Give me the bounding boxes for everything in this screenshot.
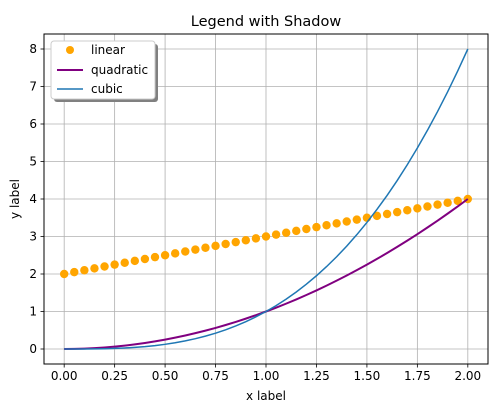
legend-linear-marker	[66, 46, 74, 54]
y-tick-label: 3	[29, 230, 37, 244]
y-tick-label: 6	[29, 117, 37, 131]
legend-box	[50, 40, 156, 100]
linear-point	[413, 204, 422, 213]
x-axis-label: x label	[246, 389, 286, 403]
linear-point	[382, 209, 392, 219]
linear-point	[191, 245, 200, 254]
linear-point	[261, 232, 271, 241]
x-tick-label: 1.25	[303, 369, 330, 383]
linear-point	[403, 206, 412, 215]
x-tick-label: 0.25	[101, 369, 128, 383]
x-tick-label: 2.00	[454, 369, 481, 383]
linear-point	[392, 207, 402, 217]
legend-quadratic-label: quadratic	[91, 63, 148, 77]
x-tick-label: 0.50	[152, 369, 179, 383]
linear-point	[423, 202, 432, 211]
linear-point	[281, 228, 291, 237]
linear-point	[302, 224, 311, 234]
linear-point	[271, 230, 281, 239]
x-tick-label: 1.00	[253, 369, 280, 383]
y-tick-label: 4	[29, 192, 37, 206]
linear-point	[100, 262, 109, 271]
legend: linear quadratic cubic	[50, 40, 158, 102]
x-tick-label: 0.00	[51, 369, 78, 383]
linear-point	[231, 237, 240, 247]
linear-point	[312, 222, 321, 232]
series-linear	[59, 194, 473, 279]
linear-point	[433, 200, 442, 209]
linear-point	[120, 258, 129, 267]
y-tick-label: 7	[29, 80, 37, 94]
cubic-line	[64, 48, 469, 350]
linear-point	[372, 211, 382, 221]
y-tick-label: 0	[29, 342, 37, 356]
linear-point	[453, 196, 462, 206]
y-tick-label: 1	[29, 305, 37, 319]
chart-title: Legend with Shadow	[191, 14, 342, 30]
linear-point	[342, 217, 351, 226]
linear-point	[201, 243, 210, 252]
x-tick-label: 1.75	[404, 369, 431, 383]
series-cubic	[64, 48, 469, 350]
linear-point	[110, 260, 119, 269]
linear-point	[59, 269, 69, 279]
linear-point	[251, 234, 261, 243]
y-tick-label: 2	[29, 267, 37, 281]
linear-point	[160, 251, 170, 260]
x-tick-label: 0.75	[202, 369, 229, 383]
linear-point	[221, 239, 230, 249]
linear-point	[211, 241, 220, 251]
linear-point	[130, 256, 140, 266]
plot-series	[59, 48, 473, 350]
legend-cubic-label: cubic	[91, 82, 123, 96]
linear-point	[140, 254, 150, 264]
y-tick-label: 8	[29, 42, 37, 56]
linear-point	[150, 252, 160, 262]
linear-point	[332, 219, 341, 228]
y-axis-label: y label	[8, 179, 22, 219]
y-tick-label: 5	[29, 155, 37, 169]
x-tick-label: 1.50	[354, 369, 381, 383]
linear-point	[322, 221, 331, 230]
axis-ticks: 0.00 0.25 0.50 0.75 1.00 1.25 1.50 1.75 2.00 0 1 2 3…	[29, 42, 481, 383]
linear-point	[443, 198, 452, 207]
linear-point	[80, 266, 89, 275]
linear-point	[70, 267, 79, 277]
legend-linear-label: linear	[91, 43, 125, 57]
linear-point	[170, 249, 180, 258]
linear-point	[181, 247, 190, 256]
linear-point	[352, 215, 362, 224]
linear-point	[292, 226, 301, 236]
linear-point	[90, 264, 99, 273]
linear-point	[241, 236, 251, 245]
